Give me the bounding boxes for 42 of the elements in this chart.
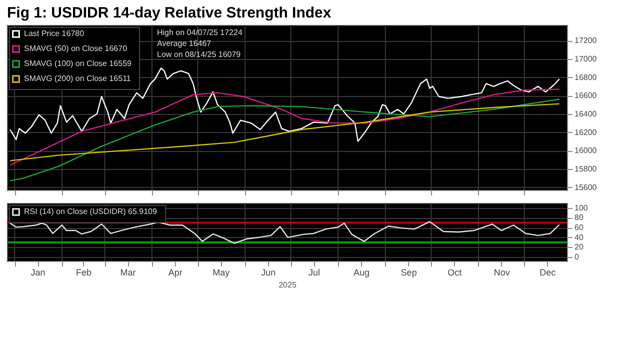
x-tick-label: Mar — [120, 268, 136, 278]
y-tick-label: 80 — [574, 213, 584, 222]
legend-label: SMAVG (200) on Close 16511 — [24, 74, 132, 83]
line-series — [9, 88, 560, 166]
y-tick-label: 16400 — [574, 109, 598, 118]
x-tick-label: Nov — [494, 268, 510, 278]
legend-label: Last Price 16780 — [24, 29, 85, 38]
y-tick-label: 100 — [574, 203, 588, 212]
x-tick-label: Feb — [76, 268, 92, 278]
x-tick-label: Oct — [448, 268, 462, 278]
x-tick-label: Apr — [168, 268, 182, 278]
legend-label: RSI (14) on Close (USDIDR) 65.9109 — [24, 207, 158, 216]
x-axis-title: 2025 — [278, 280, 297, 290]
chart-title: Fig 1: USDIDR 14-day Relative Strength Index — [7, 4, 332, 22]
y-tick-label: 17200 — [574, 36, 598, 46]
y-tick-label: 16800 — [574, 72, 598, 82]
y-tick-label: 15600 — [574, 182, 598, 192]
line-series — [9, 221, 560, 244]
y-tick-label: 17000 — [574, 54, 598, 64]
x-tick-label: Jul — [308, 268, 320, 278]
annotation: High on 04/07/25 17224 — [157, 28, 243, 37]
line-series — [9, 67, 560, 142]
y-tick-label: 16600 — [574, 91, 598, 100]
y-tick-label: 16000 — [574, 146, 598, 156]
annotation: Average 16467 — [157, 39, 212, 48]
line-series — [9, 98, 560, 182]
x-tick-label: Jan — [30, 268, 46, 278]
x-tick-label: Dec — [540, 268, 556, 278]
y-tick-label: 16200 — [574, 128, 598, 137]
y-tick-label: 20 — [574, 242, 584, 252]
y-tick-label: 40 — [574, 232, 584, 242]
y-tick-label: 15800 — [574, 164, 598, 174]
x-tick-label: Sep — [400, 268, 417, 278]
line-series — [9, 103, 560, 162]
annotation: Low on 08/14/25 16079 — [157, 50, 242, 59]
legend-label: SMAVG (100) on Close 16559 — [24, 59, 132, 68]
legend-label: SMAVG (50) on Close 16670 — [24, 44, 128, 53]
y-tick-label: 0 — [574, 252, 580, 262]
x-tick-label: May — [212, 268, 230, 278]
x-tick-label: Aug — [354, 268, 370, 278]
y-tick-label: 60 — [574, 223, 584, 232]
x-tick-label: Jun — [261, 268, 276, 278]
